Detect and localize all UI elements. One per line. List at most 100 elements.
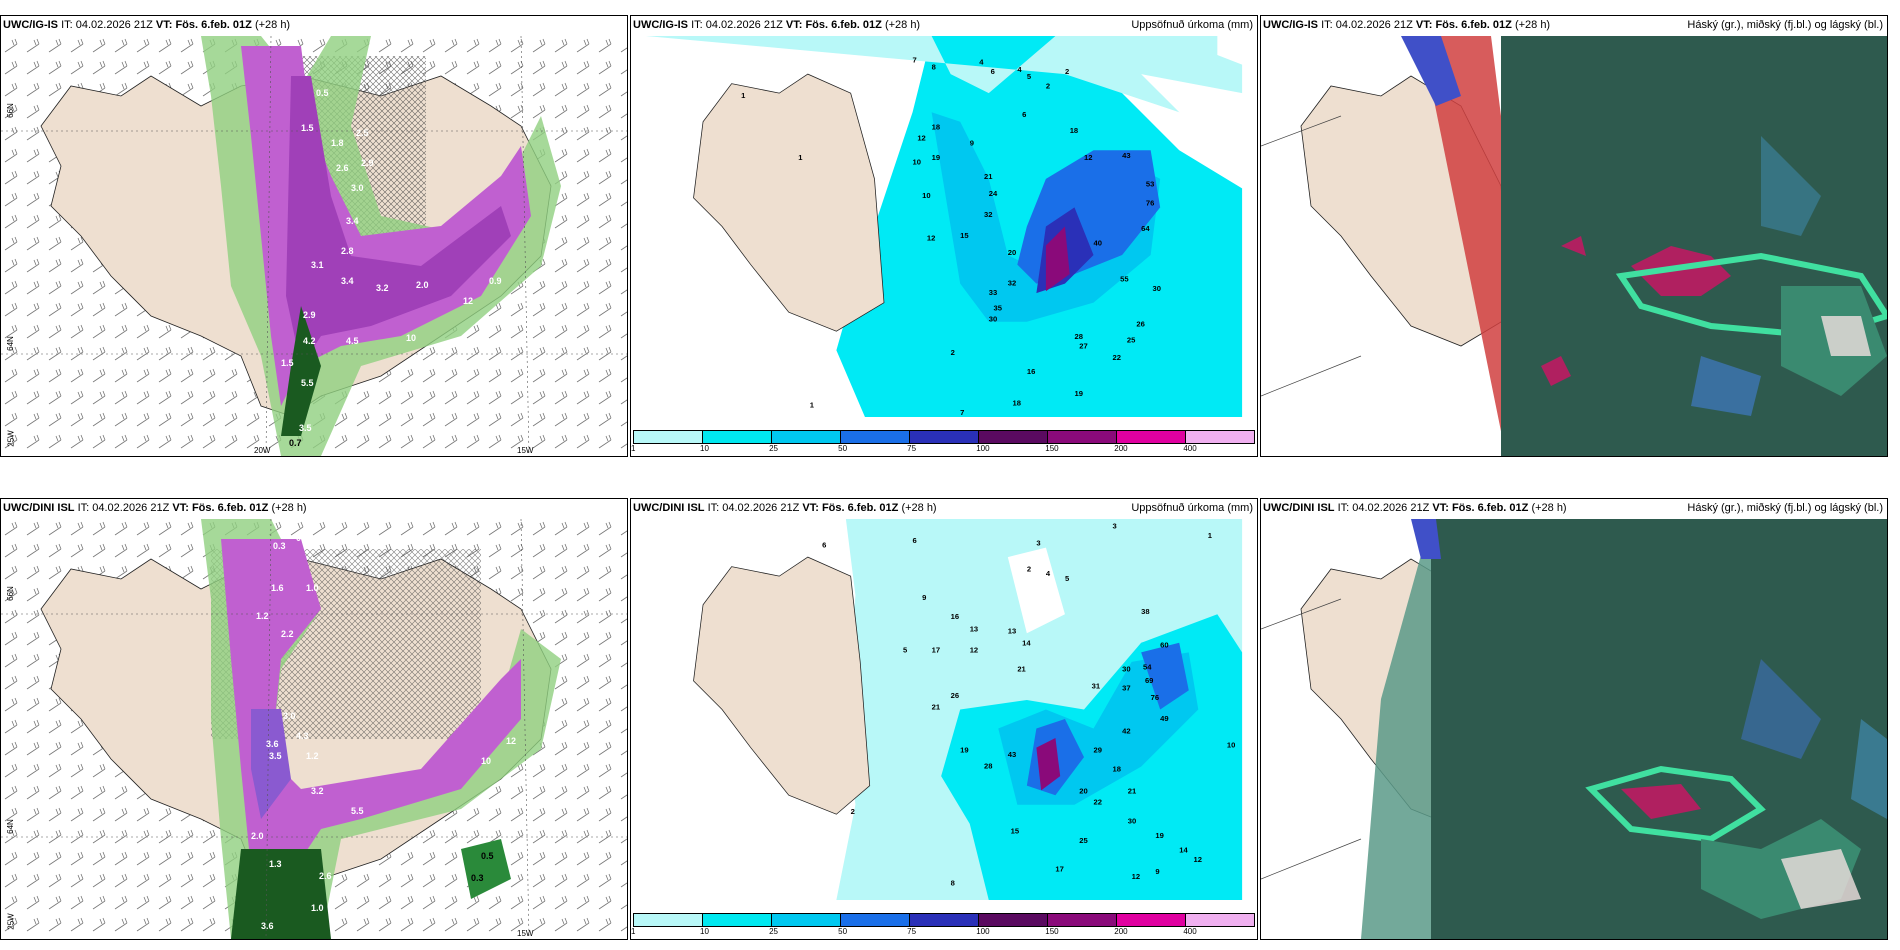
snow-label: 4.3 [296, 731, 309, 741]
snow-label: 2.2 [281, 629, 294, 639]
svg-text:30: 30 [1122, 664, 1130, 673]
svg-text:1: 1 [1208, 531, 1213, 540]
svg-text:6: 6 [1022, 110, 1026, 119]
svg-text:12: 12 [927, 234, 935, 243]
snow-label: 3.2 [376, 283, 389, 293]
legend-swatch [772, 914, 841, 926]
svg-text:38: 38 [1141, 607, 1149, 616]
grid-label: 15W [517, 929, 534, 938]
snow-label: 3.6 [266, 739, 279, 749]
snow-label: 1.0 [306, 583, 319, 593]
snow-label: 3.0 [283, 711, 296, 721]
svg-text:20: 20 [1079, 786, 1087, 795]
snow-label: 3.5 [299, 423, 312, 433]
snow-label: 3.5 [269, 751, 282, 761]
svg-text:53: 53 [1146, 179, 1154, 188]
svg-text:37: 37 [1122, 683, 1130, 692]
legend-swatch [1186, 914, 1254, 926]
snow-label: 3.2 [311, 786, 324, 796]
svg-text:5: 5 [1027, 72, 1032, 81]
panel-header: UWC/DINI ISL IT: 04.02.2026 21Z VT: Fös.… [633, 502, 937, 514]
svg-text:76: 76 [1151, 693, 1159, 702]
snow-value-labels: 0.3 0.2 1.6 1.0 1.2 2.2 3.0 3.6 3.5 1.2 … [251, 533, 516, 931]
svg-text:2: 2 [1046, 81, 1050, 90]
svg-text:13: 13 [1008, 626, 1016, 635]
svg-text:32: 32 [984, 210, 992, 219]
svg-text:16: 16 [951, 612, 959, 621]
legend-tick: 200 [1114, 444, 1128, 453]
legend-tick: 100 [976, 927, 990, 936]
svg-text:22: 22 [1094, 798, 1102, 807]
legend-swatch [910, 914, 979, 926]
svg-text:42: 42 [1122, 726, 1130, 735]
legend-swatch [841, 431, 910, 443]
svg-text:2: 2 [951, 348, 955, 357]
panel-clouds-igis: UWC/IG-IS IT: 04.02.2026 21Z VT: Fös. 6.… [1260, 15, 1888, 457]
panel-header: UWC/IG-IS IT: 04.02.2026 21Z VT: Fös. 6.… [3, 19, 291, 31]
snow-label: 0.5 [481, 851, 494, 861]
svg-text:31: 31 [1092, 682, 1101, 691]
svg-text:43: 43 [1008, 750, 1016, 759]
legend-tick: 50 [838, 927, 848, 936]
svg-text:30: 30 [1128, 817, 1136, 826]
legend-swatch [979, 914, 1048, 926]
svg-text:20: 20 [1008, 248, 1016, 257]
svg-text:21: 21 [1017, 664, 1026, 673]
legend-swatch [1117, 914, 1186, 926]
svg-text:60: 60 [1160, 641, 1168, 650]
svg-text:10: 10 [922, 191, 930, 200]
legend-tick: 200 [1114, 927, 1128, 936]
legend-colorbar [633, 913, 1255, 927]
svg-text:54: 54 [1143, 662, 1152, 671]
snow-label: 5.5 [351, 806, 364, 816]
snow-label: 2.0 [416, 280, 429, 290]
svg-text:33: 33 [989, 288, 997, 297]
legend-tick: 100 [976, 444, 990, 453]
svg-text:12: 12 [1194, 855, 1202, 864]
snow-label: 3.0 [351, 183, 364, 193]
precip-map: 6 3 4 5 2 1 9 16 13 17 12 5 3 21 26 13 1… [645, 519, 1243, 900]
svg-text:26: 26 [951, 691, 959, 700]
svg-text:6: 6 [991, 67, 995, 76]
snow-label: 2.9 [303, 310, 316, 320]
svg-text:19: 19 [1074, 389, 1082, 398]
snow-label: 1.2 [306, 751, 319, 761]
panel-clouds-dini: UWC/DINI ISL IT: 04.02.2026 21Z VT: Fös.… [1260, 498, 1888, 940]
snow-label: 12 [463, 296, 473, 306]
snow-label: 1.5 [301, 123, 314, 133]
legend-ticks: 1 10 25 50 75 100 150 200 400 [631, 444, 1255, 454]
svg-text:76: 76 [1146, 199, 1154, 208]
svg-text:3: 3 [1113, 522, 1117, 531]
grid-label: 66N [5, 586, 15, 601]
svg-text:4: 4 [1017, 65, 1022, 74]
snow-label: 2.6 [336, 163, 349, 173]
legend-swatch [1048, 431, 1117, 443]
legend-swatch [634, 431, 703, 443]
snow-label: 0.2 [296, 533, 309, 543]
svg-text:17: 17 [1055, 864, 1063, 873]
svg-text:49: 49 [1160, 714, 1168, 723]
svg-text:7: 7 [913, 56, 917, 65]
svg-text:69: 69 [1145, 676, 1153, 685]
svg-text:9: 9 [970, 139, 974, 148]
snow-label: 0.7 [289, 438, 302, 448]
legend-swatch [703, 914, 772, 926]
svg-text:30: 30 [989, 315, 997, 324]
svg-text:29: 29 [1094, 745, 1102, 754]
precip-map: 7 8 4 6 4 2 1 10 18 12 19 9 21 24 32 12 … [645, 36, 1243, 417]
legend-swatch [1186, 431, 1254, 443]
svg-text:5: 5 [903, 645, 908, 654]
snow-label: 2.8 [341, 246, 354, 256]
legend-tick: 400 [1183, 444, 1197, 453]
legend-tick: 1 [631, 927, 636, 936]
snow-label: 3.6 [261, 921, 274, 931]
svg-text:14: 14 [1179, 845, 1188, 854]
clouds-map [1261, 36, 1887, 456]
snow-label: 1.2 [256, 611, 269, 621]
snow-label: 0.3 [471, 873, 484, 883]
panel-title: Háský (gr.), miðský (fj.bl.) og lágský (… [1687, 19, 1883, 31]
svg-text:19: 19 [960, 745, 968, 754]
snow-label: 1.3 [269, 859, 282, 869]
svg-text:13: 13 [970, 624, 978, 633]
snow-label: 1.8 [331, 138, 344, 148]
